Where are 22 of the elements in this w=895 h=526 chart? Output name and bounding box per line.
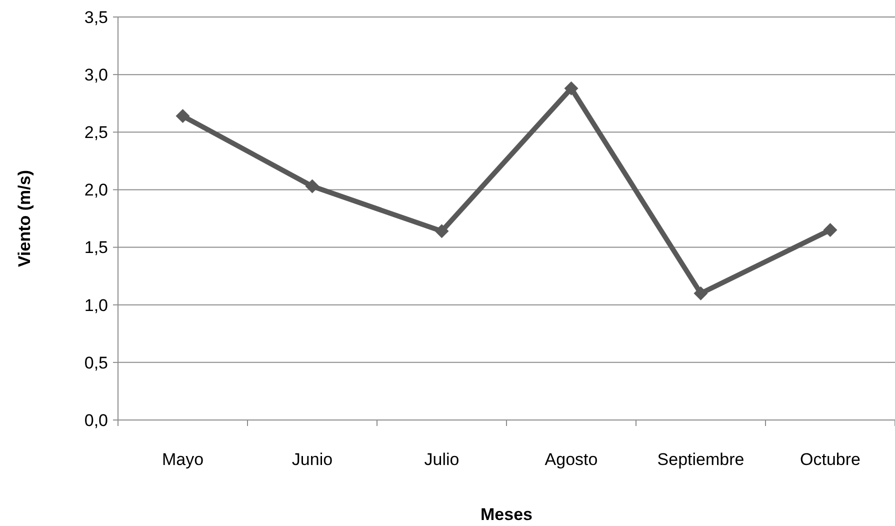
x-tick-label: Julio [424, 450, 460, 469]
y-tick-label: 1,0 [84, 296, 108, 315]
y-tick-label: 0,5 [84, 353, 108, 372]
point [305, 179, 320, 194]
x-tick-label: Septiembre [657, 450, 744, 469]
y-axis-title: Viento (m/s) [15, 170, 34, 267]
y-tick-label: 2,5 [84, 123, 108, 142]
point [176, 109, 190, 124]
x-tick-label: Agosto [544, 450, 598, 469]
x-tick-label: Junio [292, 450, 333, 469]
point [694, 286, 708, 300]
y-tick-label: 2,0 [84, 180, 108, 200]
x-tick-label: Octubre [800, 450, 860, 469]
point [434, 224, 449, 238]
y-tick-label: 1,5 [84, 238, 108, 258]
x-tick-label: Mayo [162, 450, 204, 469]
y-tick-label: 3,0 [84, 66, 108, 85]
x-axis-title: Meses [480, 505, 532, 524]
point [823, 223, 838, 238]
y-tick-label: 3,5 [84, 8, 108, 27]
y-tick-label: 0,0 [84, 410, 108, 430]
point [564, 81, 578, 96]
